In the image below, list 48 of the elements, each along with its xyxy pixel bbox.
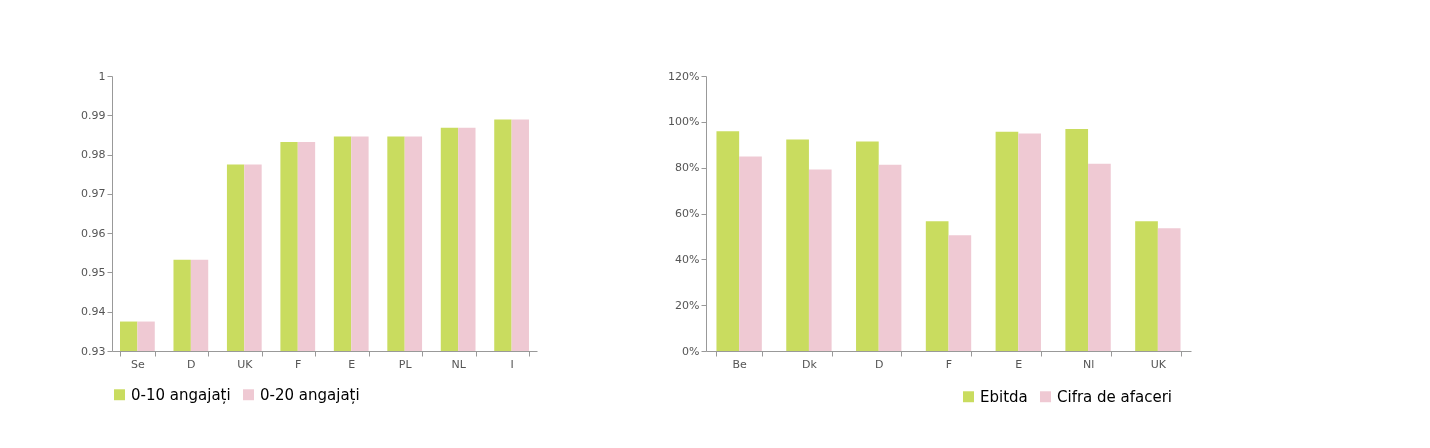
y-tick-label: 0% — [682, 344, 700, 358]
y-tick-label: 0.93 — [81, 344, 106, 358]
x-tick-label: UK — [1150, 357, 1167, 371]
y-tick-label: 0.95 — [81, 265, 106, 279]
bar — [1018, 133, 1041, 351]
bar — [856, 141, 879, 351]
bar — [948, 235, 972, 351]
x-tick-label: Nl — [1082, 357, 1095, 371]
x-tick-label: I — [510, 357, 514, 371]
y-tick-label: 120% — [668, 69, 700, 83]
x-tick-label: Se — [131, 357, 145, 371]
legend-label: 0-20 angajați — [260, 385, 360, 404]
legend-label: Ebitda — [980, 387, 1028, 406]
bar — [995, 131, 1019, 351]
bar — [716, 131, 740, 351]
bar — [878, 164, 902, 351]
bar — [739, 156, 762, 351]
bar — [1065, 128, 1089, 351]
x-tick-label: D — [187, 357, 196, 371]
bar — [1088, 163, 1111, 351]
x-tick-label: Dk — [802, 357, 818, 371]
y-tick-label: 0.96 — [81, 226, 106, 240]
x-tick-label: D — [874, 357, 884, 371]
y-tick-label: 0.97 — [81, 187, 106, 201]
legend-label: Cifra de afaceri — [1057, 387, 1173, 406]
bar — [808, 169, 832, 351]
bar — [1135, 221, 1158, 351]
y-tick-label: 0.98 — [81, 148, 106, 162]
y-tick-label: 40% — [675, 252, 700, 266]
y-tick-label: 80% — [675, 161, 700, 175]
y-tick-label: 20% — [675, 298, 700, 312]
x-tick-label: E — [348, 357, 356, 371]
y-tick-label: 60% — [675, 207, 700, 220]
x-tick-label: F — [945, 357, 953, 371]
x-tick-label: PL — [398, 357, 413, 371]
y-tick-label: 0.99 — [81, 108, 106, 122]
bar — [786, 139, 809, 351]
bar — [925, 221, 949, 351]
x-tick-label: E — [1015, 357, 1023, 371]
bar — [1157, 228, 1181, 351]
y-tick-label: 100% — [668, 115, 700, 129]
x-tick-label: NL — [451, 357, 467, 371]
legend-label: 0-10 angajați — [131, 385, 231, 404]
x-tick-label: UK — [237, 357, 254, 371]
x-tick-label: Be — [732, 357, 748, 371]
y-tick-label: 1 — [98, 69, 106, 83]
x-tick-label: F — [295, 357, 302, 371]
y-tick-label: 0.94 — [81, 305, 106, 319]
